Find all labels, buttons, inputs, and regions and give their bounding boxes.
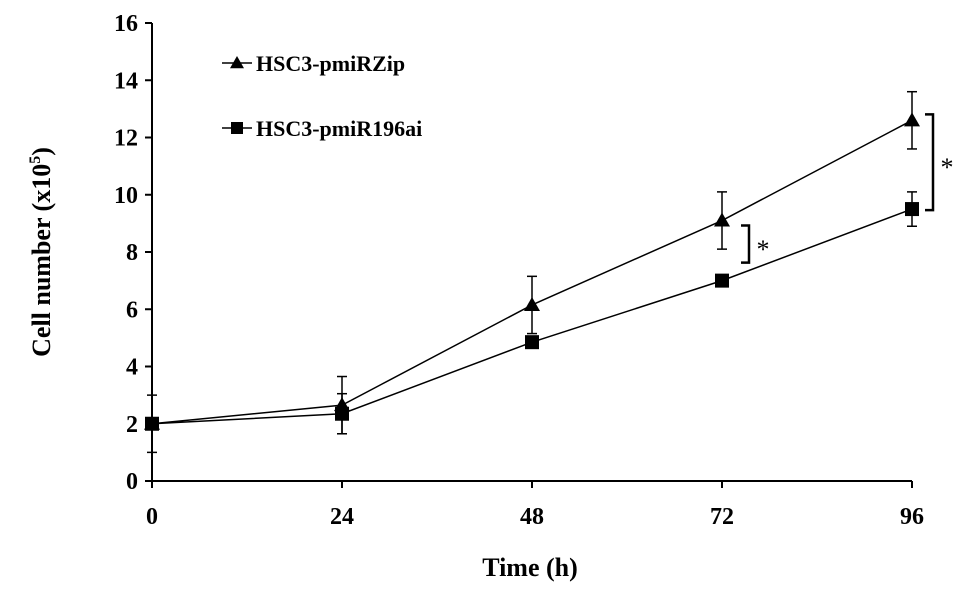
y-tick-label: 4 bbox=[126, 355, 138, 381]
data-point bbox=[335, 406, 349, 421]
y-tick-label: 0 bbox=[126, 469, 138, 495]
significance-bracket-1: * bbox=[741, 224, 770, 264]
significance-annotations: ** bbox=[741, 113, 954, 264]
bracket-line bbox=[741, 224, 751, 264]
legend-label: HSC3-pmiR196ai bbox=[256, 116, 422, 141]
y-axis-title-main: Cell number (x10 bbox=[27, 164, 56, 357]
data-point bbox=[905, 202, 919, 217]
data-point bbox=[525, 335, 539, 350]
legend-item-1: HSC3-pmiRZip bbox=[222, 51, 405, 76]
y-axis-title-superscript: 5 bbox=[27, 156, 44, 164]
x-tick-label: 96 bbox=[900, 504, 924, 530]
bracket-line bbox=[925, 113, 935, 212]
series-layer bbox=[144, 90, 920, 454]
y-axis-title-close: ) bbox=[27, 147, 56, 156]
y-tick-label: 2 bbox=[126, 412, 138, 438]
legend-marker bbox=[230, 56, 244, 69]
x-tick-label: 48 bbox=[520, 504, 544, 530]
data-point bbox=[714, 212, 730, 227]
data-point bbox=[524, 296, 540, 311]
data-point bbox=[715, 273, 729, 288]
significance-star: * bbox=[757, 235, 770, 264]
x-axis-title: Time (h) bbox=[482, 553, 578, 582]
legend-label: HSC3-pmiRZip bbox=[256, 51, 405, 76]
y-tick-label: 14 bbox=[114, 68, 138, 94]
series-2 bbox=[145, 191, 919, 435]
series-line bbox=[151, 119, 913, 425]
x-tick-label: 72 bbox=[710, 504, 734, 530]
x-tick-label: 0 bbox=[146, 504, 158, 530]
data-point bbox=[145, 416, 159, 431]
series-1 bbox=[144, 90, 920, 454]
data-point bbox=[904, 112, 920, 127]
y-tick-label: 10 bbox=[114, 183, 138, 209]
legend: HSC3-pmiRZip HSC3-pmiR196ai bbox=[222, 51, 422, 141]
y-tick-label: 12 bbox=[114, 126, 138, 152]
y-tick-label: 6 bbox=[126, 297, 138, 323]
x-tick-label: 24 bbox=[330, 504, 354, 530]
y-tick-label: 16 bbox=[114, 11, 138, 37]
significance-star: * bbox=[941, 153, 954, 182]
y-axis-title: Cell number (x105) bbox=[27, 147, 56, 357]
legend-marker bbox=[231, 122, 243, 134]
legend-item-2: HSC3-pmiR196ai bbox=[222, 116, 422, 141]
significance-bracket-2: * bbox=[925, 113, 954, 212]
y-tick-label: 8 bbox=[126, 240, 138, 266]
